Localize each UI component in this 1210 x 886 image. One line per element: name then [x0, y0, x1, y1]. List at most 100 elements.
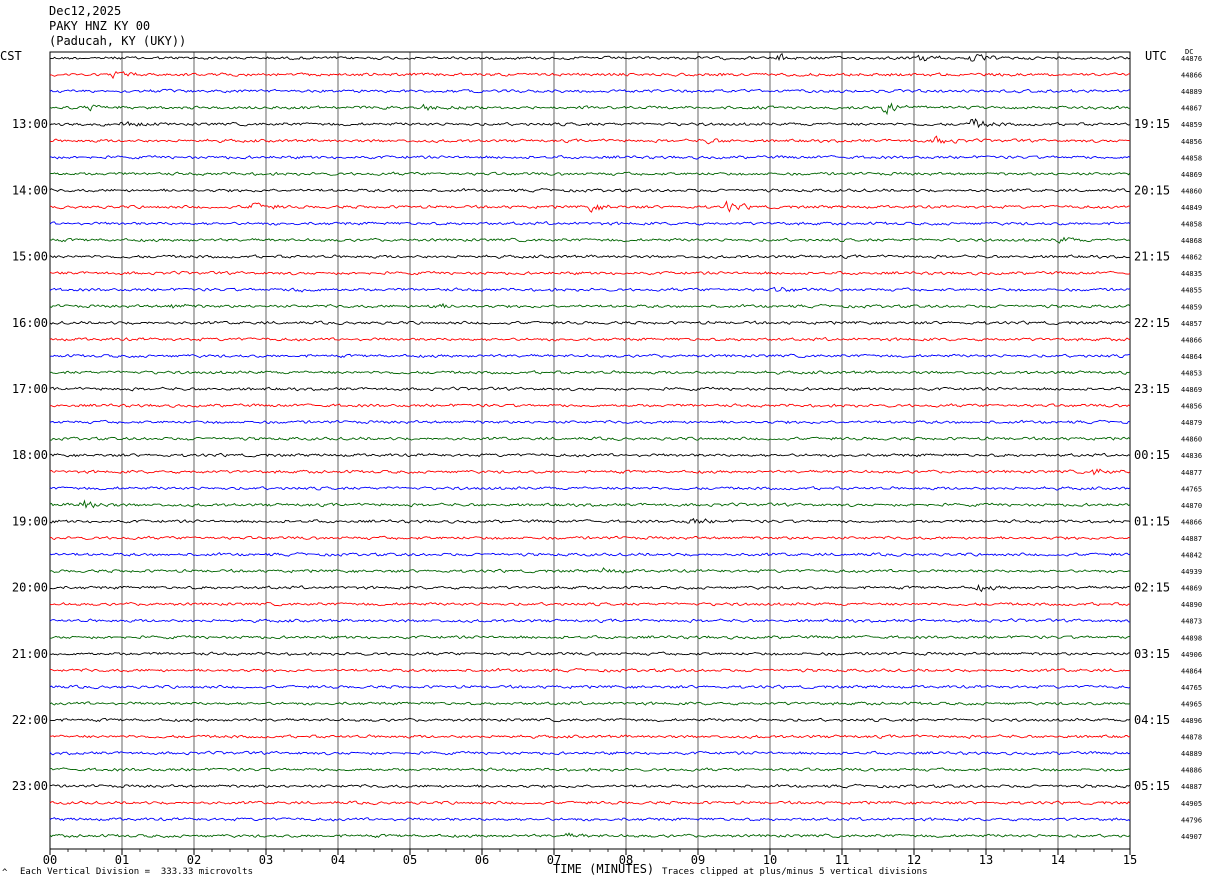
x-tick-label: 11: [835, 853, 849, 867]
trace-row-30: [49, 552, 1131, 557]
trace-row-7: [49, 171, 1131, 177]
trace-row-47: [49, 832, 1131, 839]
trace-row-13: [49, 270, 1131, 276]
dc-offset-label: 44905: [1181, 800, 1202, 808]
station-code: PAKY HNZ KY 00: [49, 19, 151, 33]
dc-offset-label: 44862: [1181, 254, 1202, 262]
x-axis-title: TIME (MINUTES): [553, 862, 655, 876]
trace-row-34: [49, 618, 1131, 624]
dc-offset-label: 44878: [1181, 734, 1202, 742]
plot-frame: [49, 51, 1131, 850]
x-tick-label: 10: [763, 853, 777, 867]
trace-row-37: [49, 667, 1131, 673]
right-hour-label: 20:15: [1134, 183, 1170, 197]
dc-offset-label: 44906: [1181, 651, 1202, 659]
trace-row-45: [49, 800, 1131, 806]
dc-offset-label: 44842: [1181, 552, 1202, 560]
trace-row-36: [49, 651, 1131, 657]
right-hour-label: 01:15: [1134, 514, 1170, 528]
right-hour-label: 04:15: [1134, 713, 1170, 727]
dc-offset-label: 44864: [1181, 353, 1202, 361]
trace-row-46: [49, 816, 1131, 822]
x-tick-label: 02: [187, 853, 201, 867]
dc-offset-label: 44890: [1181, 601, 1202, 609]
trace-row-31: [49, 567, 1131, 574]
trace-row-22: [49, 419, 1131, 425]
trace-row-39: [49, 701, 1131, 706]
trace-row-28: [49, 517, 1131, 524]
trace-row-41: [49, 734, 1131, 739]
dc-offset-label: 44887: [1181, 783, 1202, 791]
x-tick-label: 07: [547, 853, 561, 867]
dc-offset-label: 44873: [1181, 618, 1202, 626]
x-tick-label: 04: [331, 853, 345, 867]
trace-row-17: [49, 336, 1131, 342]
trace-row-26: [49, 486, 1131, 491]
trace-row-2: [49, 88, 1131, 94]
dc-offset-label: 44886: [1181, 767, 1202, 775]
dc-offset-label: 44879: [1181, 419, 1202, 427]
left-hour-label: 23:00: [12, 779, 48, 793]
left-hour-label: 19:00: [12, 514, 48, 528]
dc-offset-label: 44864: [1181, 667, 1202, 675]
trace-row-10: [49, 221, 1131, 226]
trace-row-27: [49, 499, 1131, 509]
x-tick-label: 05: [403, 853, 417, 867]
trace-row-11: [49, 236, 1131, 244]
dc-offset-label: 44867: [1181, 105, 1202, 113]
x-tick-label: 08: [619, 853, 633, 867]
dc-offset-label: 44896: [1181, 717, 1202, 725]
right-hour-label: 00:15: [1134, 448, 1170, 462]
dc-offset-label: 44855: [1181, 287, 1202, 295]
scale-note: Each Vertical Division = 333.33 microvol…: [20, 867, 253, 877]
dc-offset-label: 44796: [1181, 816, 1202, 824]
trace-row-29: [49, 535, 1131, 541]
trace-row-18: [49, 353, 1131, 359]
trace-row-16: [49, 320, 1131, 326]
left-hour-label: 15:00: [12, 250, 48, 264]
right-timezone-label: UTC: [1145, 49, 1167, 63]
dc-offset-label: 44866: [1181, 336, 1202, 344]
dc-offset-label: 44965: [1181, 700, 1202, 708]
dc-offset-label: 44765: [1181, 485, 1202, 493]
dc-offset-label: 44858: [1181, 221, 1202, 229]
left-hour-label: 21:00: [12, 647, 48, 661]
dc-column-label: DC: [1185, 48, 1194, 56]
dc-offset-label: 44765: [1181, 684, 1202, 692]
dc-offset-label: 44835: [1181, 270, 1202, 278]
dc-offset-label: 44869: [1181, 171, 1202, 179]
dc-offset-label: 44869: [1181, 386, 1202, 394]
left-hour-label: 13:00: [12, 117, 48, 131]
dc-offset-label: 44858: [1181, 154, 1202, 162]
dc-offset-label: 44939: [1181, 568, 1202, 576]
left-timezone-label: CST: [0, 49, 22, 63]
right-hour-label: 22:15: [1134, 316, 1170, 330]
dc-offset-label: 44877: [1181, 469, 1202, 477]
right-hour-label: 23:15: [1134, 382, 1170, 396]
dc-offset-label: 44866: [1181, 72, 1202, 80]
station-location: (Paducah, KY (UKY)): [49, 34, 187, 48]
dc-offset-label: 44860: [1181, 187, 1202, 195]
right-hour-label: 02:15: [1134, 581, 1170, 595]
dc-offset-label: 44898: [1181, 634, 1202, 642]
trace-row-40: [49, 717, 1131, 723]
dc-offset-label: 44859: [1181, 303, 1202, 311]
dc-offset-label: 44859: [1181, 121, 1202, 129]
trace-row-38: [49, 684, 1131, 690]
trace-row-14: [49, 286, 1131, 293]
trace-row-9: [49, 200, 1130, 213]
trace-row-19: [49, 370, 1131, 375]
left-hour-label: 17:00: [12, 382, 48, 396]
x-tick-label: 06: [475, 853, 489, 867]
dc-offset-label: 44868: [1181, 237, 1202, 245]
x-tick-label: 13: [979, 853, 993, 867]
right-hour-label: 05:15: [1134, 779, 1170, 793]
x-tick-label: 01: [115, 853, 129, 867]
trace-row-21: [49, 403, 1131, 408]
right-hour-label: 19:15: [1134, 117, 1170, 131]
trace-row-24: [50, 452, 1131, 458]
dc-offset-label: 44869: [1181, 585, 1202, 593]
dc-offset-label: 44849: [1181, 204, 1202, 212]
trace-row-32: [49, 583, 1131, 593]
